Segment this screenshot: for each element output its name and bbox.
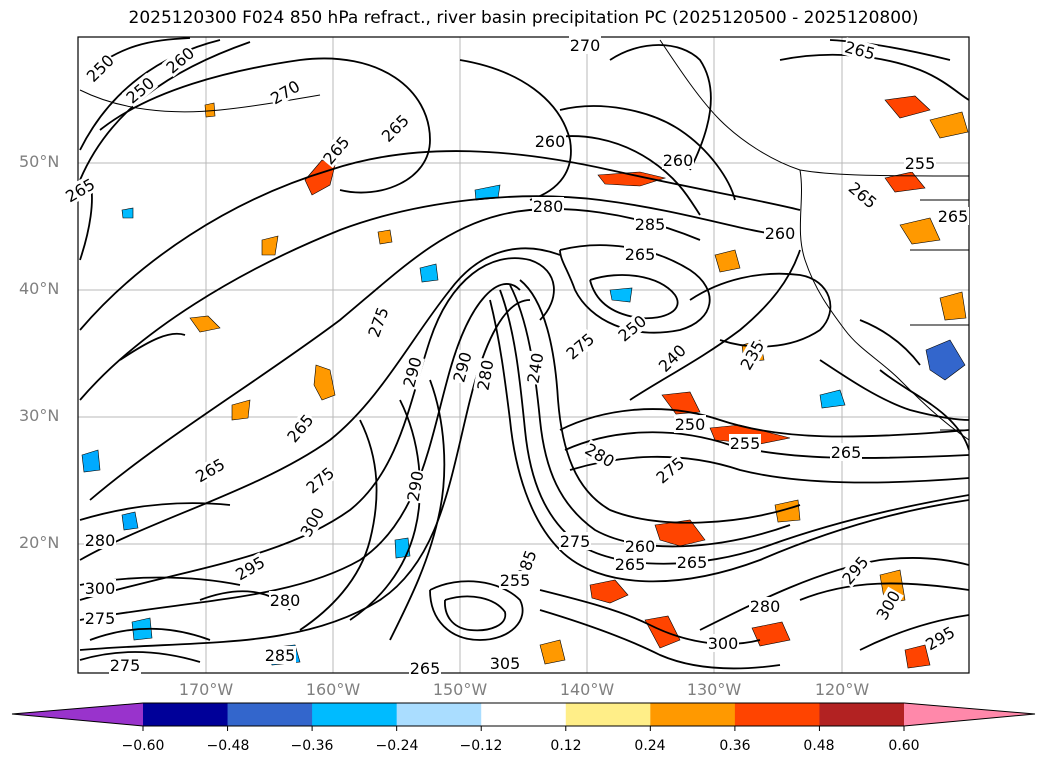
precip-patch [261, 235, 279, 256]
precip-patch [661, 391, 701, 415]
lon-label: 160°W [305, 680, 361, 699]
precip-patch [929, 111, 969, 139]
contour-label: 260 [535, 132, 566, 151]
contour-label: 285 [635, 215, 666, 234]
lat-label: 20°N [19, 533, 60, 552]
colorbar-bin [312, 703, 398, 726]
map-frame [77, 36, 970, 674]
contour-label: 285 [265, 646, 296, 665]
colorbar-bin [481, 703, 567, 726]
precip-patch [654, 519, 706, 547]
contour-label: 275 [85, 609, 116, 628]
colorbar-under-arrow [12, 703, 143, 726]
contour-label: 305 [490, 654, 521, 673]
colorbar-bin [565, 703, 651, 726]
precip-patch [313, 364, 336, 401]
precip-patch [419, 263, 439, 283]
lon-label: 130°W [686, 680, 742, 699]
lat-label: 50°N [19, 152, 60, 171]
contour-label: 300 [85, 579, 116, 598]
contour-label: 270 [570, 36, 601, 55]
contour-label: 265 [615, 555, 646, 574]
lon-label: 120°W [814, 680, 870, 699]
precip-patch [644, 615, 681, 649]
contour-label: 250 [675, 415, 706, 434]
colorbar-tick-label: 0.48 [803, 738, 835, 754]
colorbar-bin [227, 703, 313, 726]
precip-patch [189, 315, 221, 333]
colorbar-tick-label: 0.60 [888, 738, 920, 754]
contour-label: 275 [110, 656, 141, 675]
precip-patch [204, 102, 216, 118]
precip-patch [939, 291, 967, 321]
contour-label: 265 [677, 553, 708, 572]
contour-label: 280 [750, 597, 781, 616]
contour-label: 255 [905, 154, 936, 173]
colorbar-tick-label: 0.24 [634, 738, 666, 754]
colorbar-bin [734, 703, 820, 726]
precip-patch [304, 159, 336, 196]
lon-label: 150°W [432, 680, 488, 699]
colorbar-tick-label: −0.24 [375, 738, 419, 754]
precip-patch [539, 639, 566, 665]
lat-label: 30°N [19, 406, 60, 425]
colorbar-tick-label: 0.12 [550, 738, 582, 754]
precip-patch [714, 249, 741, 273]
precip-patch [609, 287, 633, 303]
contour-label: 255 [500, 571, 531, 590]
colorbar-tick-label: −0.12 [459, 738, 503, 754]
colorbar-bin [819, 703, 905, 726]
colorbar-tick-label: 0.36 [719, 738, 751, 754]
contour-label: 275 [560, 532, 591, 551]
colorbar-over-arrow [904, 703, 1035, 726]
contour-label: 280 [533, 197, 564, 216]
coastlines [79, 39, 969, 441]
precip-patch [231, 399, 251, 421]
precip-patch [597, 171, 667, 187]
contour-label: 265 [938, 207, 969, 226]
lat-label: 40°N [19, 279, 60, 298]
precip-patch [904, 644, 931, 669]
contour-label: 280 [270, 591, 301, 610]
colorbar-bins [143, 703, 905, 726]
colorbar-bin [396, 703, 482, 726]
colorbar-tick-label: −0.36 [290, 738, 334, 754]
contour-label: 300 [708, 634, 739, 653]
colorbar-bin [143, 703, 229, 726]
contour-label: 280 [85, 531, 116, 550]
precip-patch [394, 537, 411, 559]
lon-label: 140°W [559, 680, 615, 699]
precip-patch [121, 207, 134, 219]
contour-label: 260 [625, 537, 656, 556]
precip-patch [884, 95, 931, 119]
contour-label: 260 [663, 151, 694, 170]
lon-label: 170°W [178, 680, 234, 699]
precip-patch [899, 217, 941, 245]
precip-patch [81, 449, 101, 473]
contour-label: 255 [730, 434, 761, 453]
precip-patch [121, 511, 139, 531]
contour-label: 265 [410, 659, 441, 678]
precip-patch [925, 339, 966, 381]
colorbar [11, 702, 1036, 731]
colorbar-tick-label: −0.60 [121, 738, 165, 754]
colorbar-tick-label: −0.48 [206, 738, 250, 754]
contour-label: 265 [831, 443, 862, 462]
precip-patch [377, 229, 393, 245]
colorbar-bin [650, 703, 736, 726]
contour-label: 260 [765, 224, 796, 243]
contour-label: 265 [625, 245, 656, 264]
precip-patch [589, 579, 629, 604]
precip-patch [819, 389, 846, 409]
map-title: 2025120300 F024 850 hPa refract., river … [128, 8, 919, 28]
precip-patch [884, 171, 926, 193]
precip-patch [774, 499, 801, 523]
